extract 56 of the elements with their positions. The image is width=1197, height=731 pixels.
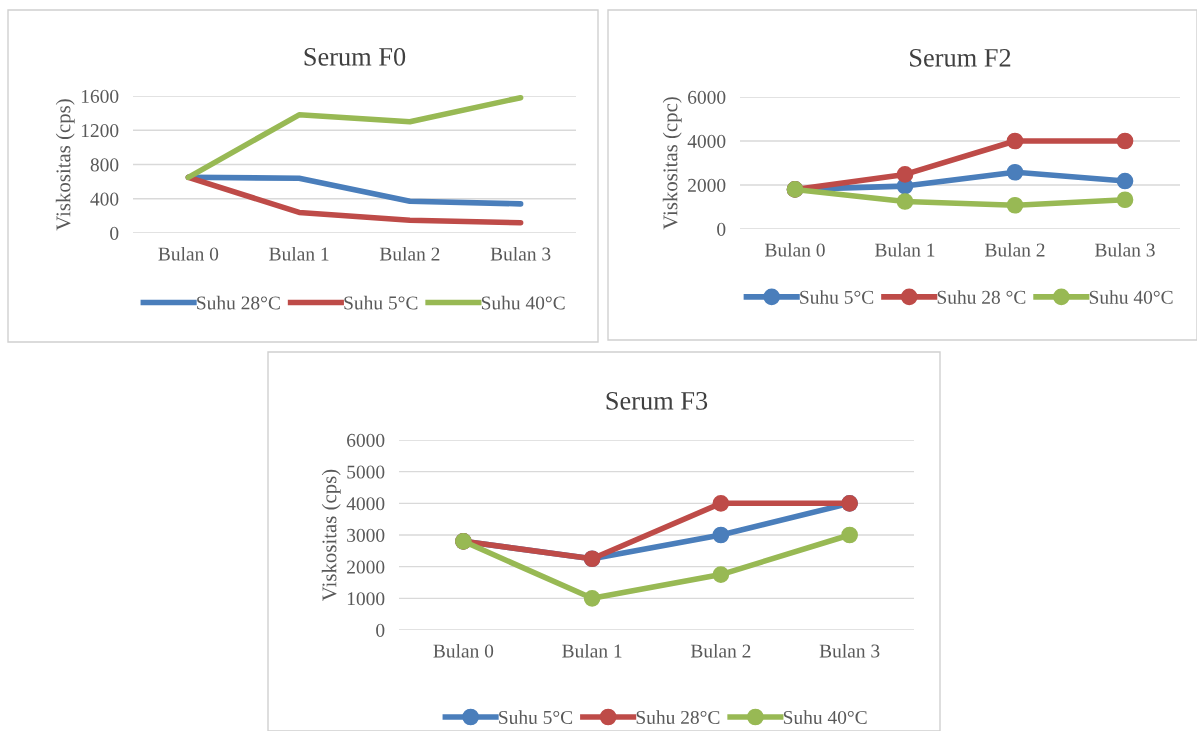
y-tick-label: 0 (376, 623, 385, 637)
legend-label: Suhu 40°C (783, 710, 867, 724)
x-tick-label: Bulan 0 (158, 246, 219, 261)
legend-label: Suhu 28 °C (937, 290, 1026, 304)
x-tick-label: Bulan 0 (433, 643, 494, 658)
y-tick-label: 800 (90, 158, 119, 172)
point (1006, 196, 1024, 214)
legend-label: Suhu 40°C (481, 295, 565, 310)
point (1006, 163, 1024, 181)
y-tick-label: 2000 (347, 560, 385, 574)
y-tick-label: 400 (90, 192, 119, 206)
legend-label: Suhu 5°C (800, 290, 874, 304)
y-tick-label: 3000 (347, 528, 385, 542)
y-tick-label: 1000 (347, 592, 385, 606)
y-tick-label: 1200 (81, 124, 119, 138)
point (1116, 191, 1134, 209)
point (841, 526, 858, 544)
chart-title: Serum F3 (606, 391, 708, 410)
y-axis-title: Viskositas (cps) (321, 469, 341, 601)
x-tick-label: Bulan 1 (562, 643, 622, 658)
y-tick-label: 1600 (81, 89, 119, 103)
y-axis-title: Viskositas (cps) (55, 99, 75, 231)
x-tick-label: Bulan 2 (985, 242, 1045, 257)
x-tick-label: Bulan 3 (819, 643, 880, 658)
point (712, 566, 730, 583)
x-tick-label: Bulan 2 (379, 246, 440, 261)
x-tick-label: Bulan 1 (875, 242, 935, 257)
y-tick-label: 6000 (688, 90, 726, 104)
legend-label: Suhu 28°C (197, 295, 280, 310)
y-axis-title: Viskositas (cpc) (662, 97, 682, 230)
legend-label: Suhu 28°C (636, 710, 720, 724)
point (1116, 172, 1134, 190)
x-tick-label: Bulan 2 (690, 643, 751, 658)
y-tick-label: 0 (717, 222, 726, 236)
legend-label: Suhu 5°C (499, 710, 573, 724)
legend-label: Suhu 40°C (1089, 290, 1173, 304)
point (896, 193, 914, 210)
y-tick-label: 5000 (347, 465, 385, 479)
chart-title: Serum F0 (304, 47, 406, 66)
y-tick-label: 4000 (346, 497, 385, 511)
x-tick-label: Bulan 0 (765, 242, 825, 257)
point (712, 494, 730, 512)
point (896, 166, 914, 183)
chart-title: Serum F2 (910, 48, 1011, 67)
point (1006, 132, 1024, 150)
legend-label: Suhu 5°C (344, 295, 418, 310)
y-tick-label: 2000 (688, 178, 726, 192)
x-tick-label: Bulan 3 (490, 246, 551, 261)
y-tick-label: 0 (110, 226, 119, 240)
point (712, 526, 730, 544)
x-tick-label: Bulan 1 (269, 246, 329, 261)
x-tick-label: Bulan 3 (1095, 242, 1155, 257)
y-tick-label: 4000 (687, 134, 726, 148)
y-tick-label: 6000 (347, 433, 385, 447)
point (1116, 132, 1134, 150)
point (583, 589, 601, 607)
